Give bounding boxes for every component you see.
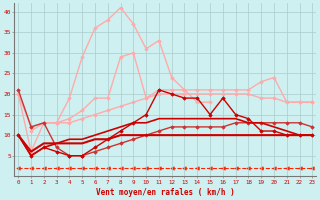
X-axis label: Vent moyen/en rafales ( km/h ): Vent moyen/en rafales ( km/h ) xyxy=(96,188,235,197)
